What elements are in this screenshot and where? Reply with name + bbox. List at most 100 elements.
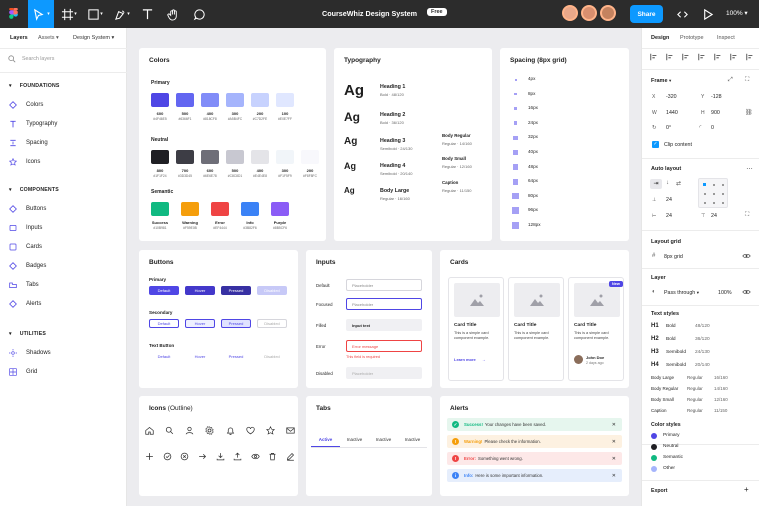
- text-style-tag[interactable]: H3: [651, 349, 659, 355]
- disabled-button[interactable]: Disabled: [257, 319, 287, 328]
- sidebar-item-cards[interactable]: Cards: [9, 243, 42, 251]
- tabs-frame[interactable]: Tabs Active Inactive Inactive Inactive: [306, 396, 432, 496]
- color-swatch[interactable]: [201, 150, 219, 164]
- padding-horizontal-field[interactable]: 24: [666, 213, 672, 219]
- more-icon[interactable]: …: [746, 164, 753, 171]
- close-icon[interactable]: ✕: [611, 438, 616, 445]
- align-left-icon[interactable]: [650, 53, 658, 61]
- sidebar-item-buttons[interactable]: Buttons: [9, 205, 46, 213]
- pressed-button[interactable]: Pressed: [221, 319, 251, 328]
- color-swatch[interactable]: [276, 93, 294, 107]
- pressed-button[interactable]: Pressed: [221, 286, 251, 295]
- color-swatch[interactable]: [211, 202, 229, 216]
- section-header-foundations[interactable]: ▾ FOUNDATIONS: [9, 83, 60, 89]
- tab-inactive[interactable]: Inactive: [404, 437, 421, 442]
- color-swatch[interactable]: [201, 93, 219, 107]
- pen-tool-button[interactable]: ▾: [111, 4, 133, 24]
- sidebar-item-inputs[interactable]: Inputs: [9, 224, 42, 232]
- avatar[interactable]: [562, 5, 578, 21]
- text-style-tag[interactable]: Caption: [651, 408, 667, 413]
- zoom-level[interactable]: 100% ▾: [726, 10, 748, 17]
- spacing-frame[interactable]: Spacing (8px grid) 4px 8px 16px 24px 32px 40p…: [500, 48, 629, 241]
- page-selector[interactable]: Design System ▾: [73, 35, 115, 41]
- section-header-utilities[interactable]: ▾ UTILITIES: [9, 331, 46, 337]
- share-button[interactable]: Share: [630, 5, 663, 23]
- sidebar-item-typography[interactable]: Typography: [9, 120, 57, 128]
- tab-layers[interactable]: Layers: [10, 35, 28, 41]
- tab-inactive[interactable]: Inactive: [346, 437, 363, 442]
- color-style-swatch[interactable]: [651, 444, 657, 450]
- close-icon[interactable]: ✕: [611, 421, 616, 428]
- card-component[interactable]: Card Title This is a simple card componen…: [448, 277, 504, 381]
- color-swatch[interactable]: [226, 150, 244, 164]
- buttons-frame[interactable]: Buttons Primary Secondary Text Button De…: [139, 250, 298, 388]
- sidebar-item-tabs[interactable]: Tabs: [9, 281, 39, 289]
- tab-inspect[interactable]: Inspect: [717, 35, 735, 41]
- color-swatch[interactable]: [151, 93, 169, 107]
- default-button[interactable]: Default: [149, 319, 179, 328]
- figma-logo-icon[interactable]: [6, 4, 20, 24]
- sidebar-item-colors[interactable]: Colors: [9, 101, 43, 109]
- hover-button[interactable]: Hover: [185, 286, 215, 295]
- icons-frame[interactable]: Icons (Outline): [139, 396, 298, 496]
- color-swatch[interactable]: [176, 150, 194, 164]
- card-component[interactable]: New Card Title This is a simple card compo…: [568, 277, 624, 381]
- tab-assets[interactable]: Assets ▾: [38, 35, 59, 41]
- learn-more-link[interactable]: Learn more →: [454, 357, 486, 362]
- color-swatch[interactable]: [181, 202, 199, 216]
- color-style-swatch[interactable]: [651, 466, 657, 472]
- shape-tool-button[interactable]: ▾: [84, 4, 106, 24]
- design-canvas[interactable]: Colors Primary 600 #4F46E5 500 #6366F1 400 #8…: [127, 28, 641, 506]
- color-swatch[interactable]: [151, 202, 169, 216]
- padding-vertical-field[interactable]: 24: [711, 213, 717, 219]
- colors-frame[interactable]: Colors Primary 600 #4F46E5 500 #6366F1 400 #8…: [139, 48, 326, 241]
- opacity-field[interactable]: 100%: [718, 290, 732, 296]
- text-style-tag[interactable]: Body Small: [651, 397, 674, 402]
- play-icon[interactable]: [700, 4, 714, 24]
- tab-active[interactable]: Active: [311, 436, 340, 447]
- gap-field[interactable]: 24: [666, 197, 672, 203]
- grid-value[interactable]: 8px grid: [664, 254, 683, 260]
- color-swatch[interactable]: [241, 202, 259, 216]
- color-style-swatch[interactable]: [651, 433, 657, 439]
- cards-frame[interactable]: Cards Card Title This is a simple card co…: [440, 250, 629, 388]
- comment-tool-button[interactable]: [190, 4, 208, 24]
- frame-section-header[interactable]: Frame ▾: [651, 78, 672, 84]
- corner-radius-field[interactable]: 0: [711, 125, 714, 131]
- file-title[interactable]: CourseWhiz Design System: [322, 9, 418, 18]
- align-top-icon[interactable]: [698, 53, 706, 61]
- avatar[interactable]: [600, 5, 616, 21]
- inputs-frame[interactable]: Inputs Default Placeholder Focused Placehol…: [306, 250, 432, 388]
- sidebar-item-shadows[interactable]: Shadows: [9, 349, 51, 357]
- text-style-tag[interactable]: H2: [651, 336, 659, 342]
- export-header[interactable]: Export: [651, 488, 668, 494]
- auto-layout-header[interactable]: Auto layout: [651, 166, 682, 172]
- color-style-swatch[interactable]: [651, 455, 657, 461]
- typography-frame[interactable]: Typography Ag Heading 1 Bold · 48/120 Ag Hea…: [334, 48, 492, 241]
- sidebar-item-grid[interactable]: Grid: [9, 368, 37, 376]
- card-component[interactable]: Card Title This is a simple card componen…: [508, 277, 564, 381]
- disabled-button[interactable]: Disabled: [257, 286, 287, 295]
- eye-icon[interactable]: [742, 288, 751, 298]
- color-swatch[interactable]: [251, 150, 269, 164]
- sidebar-item-alerts[interactable]: Alerts: [9, 300, 41, 308]
- wrap-icon[interactable]: ⇄: [676, 181, 682, 187]
- y-field[interactable]: -128: [711, 94, 722, 100]
- code-icon[interactable]: [675, 4, 689, 24]
- hover-button[interactable]: Hover: [185, 319, 215, 328]
- direction-vertical-icon[interactable]: ↓: [666, 180, 669, 186]
- text-style-tag[interactable]: Body Regular: [651, 386, 679, 391]
- color-swatch[interactable]: [151, 150, 169, 164]
- align-center-h-icon[interactable]: [666, 53, 674, 61]
- pressed-button[interactable]: Pressed: [228, 354, 244, 359]
- height-field[interactable]: 900: [711, 110, 720, 116]
- rotation-field[interactable]: 0°: [666, 125, 672, 131]
- align-right-icon[interactable]: [682, 53, 690, 61]
- x-field[interactable]: -320: [666, 94, 677, 100]
- move-tool-button[interactable]: ▾: [28, 0, 54, 28]
- width-field[interactable]: 1440: [666, 110, 678, 116]
- section-header-components[interactable]: ▾ COMPONENTS: [9, 187, 59, 193]
- text-input[interactable]: Input text: [346, 319, 422, 331]
- collaborator-avatars[interactable]: [562, 5, 619, 21]
- close-icon[interactable]: ✕: [611, 455, 616, 462]
